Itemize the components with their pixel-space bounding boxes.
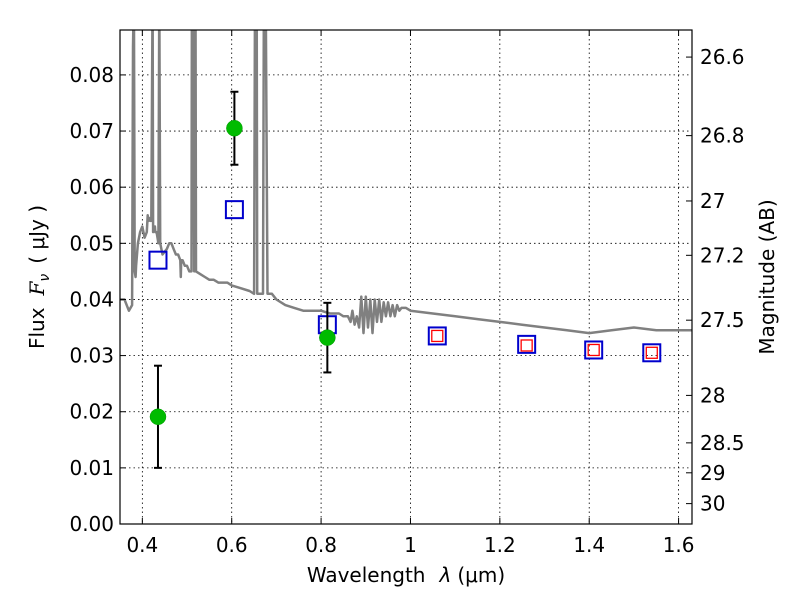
y-tick-labels: 0.00 0.01 0.02 0.03 0.04 0.05 0.06 0.07 0.08 [69,63,114,536]
plot-background [120,30,692,524]
x-tick-label: 1.6 [663,533,695,557]
y-tick-label: 0.03 [69,344,114,368]
model-point-red [520,339,533,352]
model-point-red [645,346,658,359]
x-axis-title: Wavelength λ (μm) [307,563,505,587]
x-axis-title-unit: (μm) [457,563,505,587]
x-tick-label: 0.8 [305,533,337,557]
model-point-red [587,343,600,357]
y-tick-label: 0.00 [69,512,114,536]
y-tick-label: 0.02 [69,400,114,424]
y2-tick-label: 26.6 [700,45,745,69]
y2-tick-label: 27.2 [700,243,745,267]
x-axis-title-text: Wavelength [307,563,426,587]
x-tick-labels: 0.4 0.6 0.8 1 1.2 1.4 1.6 [126,533,694,557]
y-axis-title-unit: ( μJy ) [25,205,49,264]
model-point-blue [148,250,168,270]
model-point-red [431,329,444,343]
model-point-blue [642,343,662,363]
y2-tick-label: 27.5 [700,308,745,332]
x-tick-label: 1 [404,533,417,557]
y-axis-title-text: Flux [25,307,49,349]
y2-tick-label: 30 [700,492,725,516]
y-axis-title: Flux Fν ( μJy ) [25,205,53,349]
plot-frame [119,29,693,525]
y-tick-label: 0.07 [69,119,114,143]
y-tick-label: 0.06 [69,175,114,199]
y2-tick-label: 28.5 [700,431,745,455]
model-point-blue [427,326,447,346]
y-tick-label: 0.05 [69,231,114,255]
observed-point [319,329,336,346]
grid [120,30,692,524]
x-tick-label: 0.4 [126,533,158,557]
y2-tick-labels: 26.6 26.8 27 27.2 27.5 28 28.5 29 30 [700,45,745,516]
y-tick-label: 0.08 [69,63,114,87]
y2-tick-label: 27 [700,189,725,213]
observed-point [149,408,167,426]
y2-axis-title: Magnitude (AB) [755,199,779,354]
x-tick-label: 0.6 [216,533,248,557]
x-tick-label: 1.2 [484,533,516,557]
sed-line [120,30,692,335]
y-axis-title-subscript: ν [37,274,53,282]
y-tick-label: 0.01 [69,456,114,480]
model-point-blue [584,340,604,360]
model-point-blue [224,200,244,220]
y2-tick-label: 26.8 [700,124,745,148]
y2-tick-label: 29 [700,461,725,485]
y-axis-title-symbol: F [25,280,49,296]
y2-tick-label: 28 [700,383,725,407]
plot-layer [120,30,692,469]
x-axis-title-symbol: λ [439,563,452,587]
x-tick-label: 1.4 [573,533,605,557]
y-tick-label: 0.04 [69,287,114,311]
model-point-blue [517,334,537,354]
observed-point [226,119,243,137]
